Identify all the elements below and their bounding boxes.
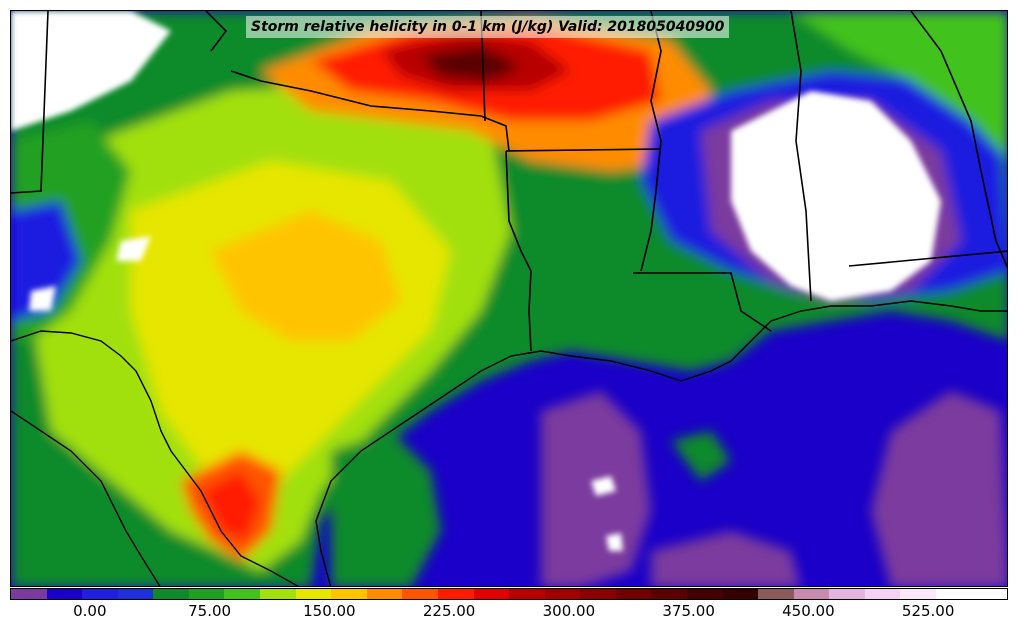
colorbar-tick-label: 150.00 xyxy=(303,602,356,620)
colorbar-segment xyxy=(437,589,474,599)
colorbar-segment xyxy=(224,589,261,599)
colorbar-segment xyxy=(260,589,296,599)
colorbar-segment xyxy=(117,589,154,599)
colorbar-segment xyxy=(295,589,332,599)
colorbar-ticks: 0.00 75.00 150.00 225.00 300.00 375.00 450.00 5… xyxy=(10,602,1008,624)
colorbar-segment xyxy=(864,589,901,599)
colorbar-segment xyxy=(331,589,367,599)
colorbar-segment xyxy=(722,589,759,599)
colorbar-segment xyxy=(82,589,118,599)
colorbar-segment xyxy=(686,589,723,599)
colorbar-segment xyxy=(651,589,687,599)
colorbar-segment xyxy=(580,589,616,599)
colorbar-tick-label: 225.00 xyxy=(422,602,476,620)
colorbar-segment xyxy=(473,589,510,599)
colorbar-segment xyxy=(936,589,972,599)
colorbar-segment xyxy=(366,589,403,599)
colorbar-segment xyxy=(509,589,545,599)
colorbar-segment xyxy=(153,589,189,599)
colorbar-segment xyxy=(402,589,438,599)
colorbar-segment xyxy=(615,589,652,599)
colorbar-segment xyxy=(544,589,581,599)
colorbar-tick-label: 0.00 xyxy=(73,602,107,620)
texas-coastline xyxy=(11,300,1007,586)
colorbar-segment xyxy=(971,589,1008,599)
colorbar-segment xyxy=(758,589,794,599)
colorbar-tick-label: 525.00 xyxy=(901,602,955,620)
colorbar-tick-label: 375.00 xyxy=(662,602,715,620)
colorbar-segment xyxy=(793,589,830,599)
no-data-areas xyxy=(11,11,941,551)
colorbar-segment xyxy=(900,589,937,599)
colorbar-segment xyxy=(188,589,225,599)
helicity-map xyxy=(11,11,1007,586)
map-panel xyxy=(10,10,1008,587)
colorbar-tick-label: 450.00 xyxy=(782,602,835,620)
colorbar-segment xyxy=(829,589,865,599)
colorbar-segment xyxy=(46,589,83,599)
colorbar-tick-label: 300.00 xyxy=(542,602,596,620)
colorbar-tick-label: 75.00 xyxy=(188,602,232,620)
colorbar-segment xyxy=(11,589,47,599)
map-title: Storm relative helicity in 0-1 km (J/kg)… xyxy=(246,16,730,38)
colorbar xyxy=(10,588,1008,600)
